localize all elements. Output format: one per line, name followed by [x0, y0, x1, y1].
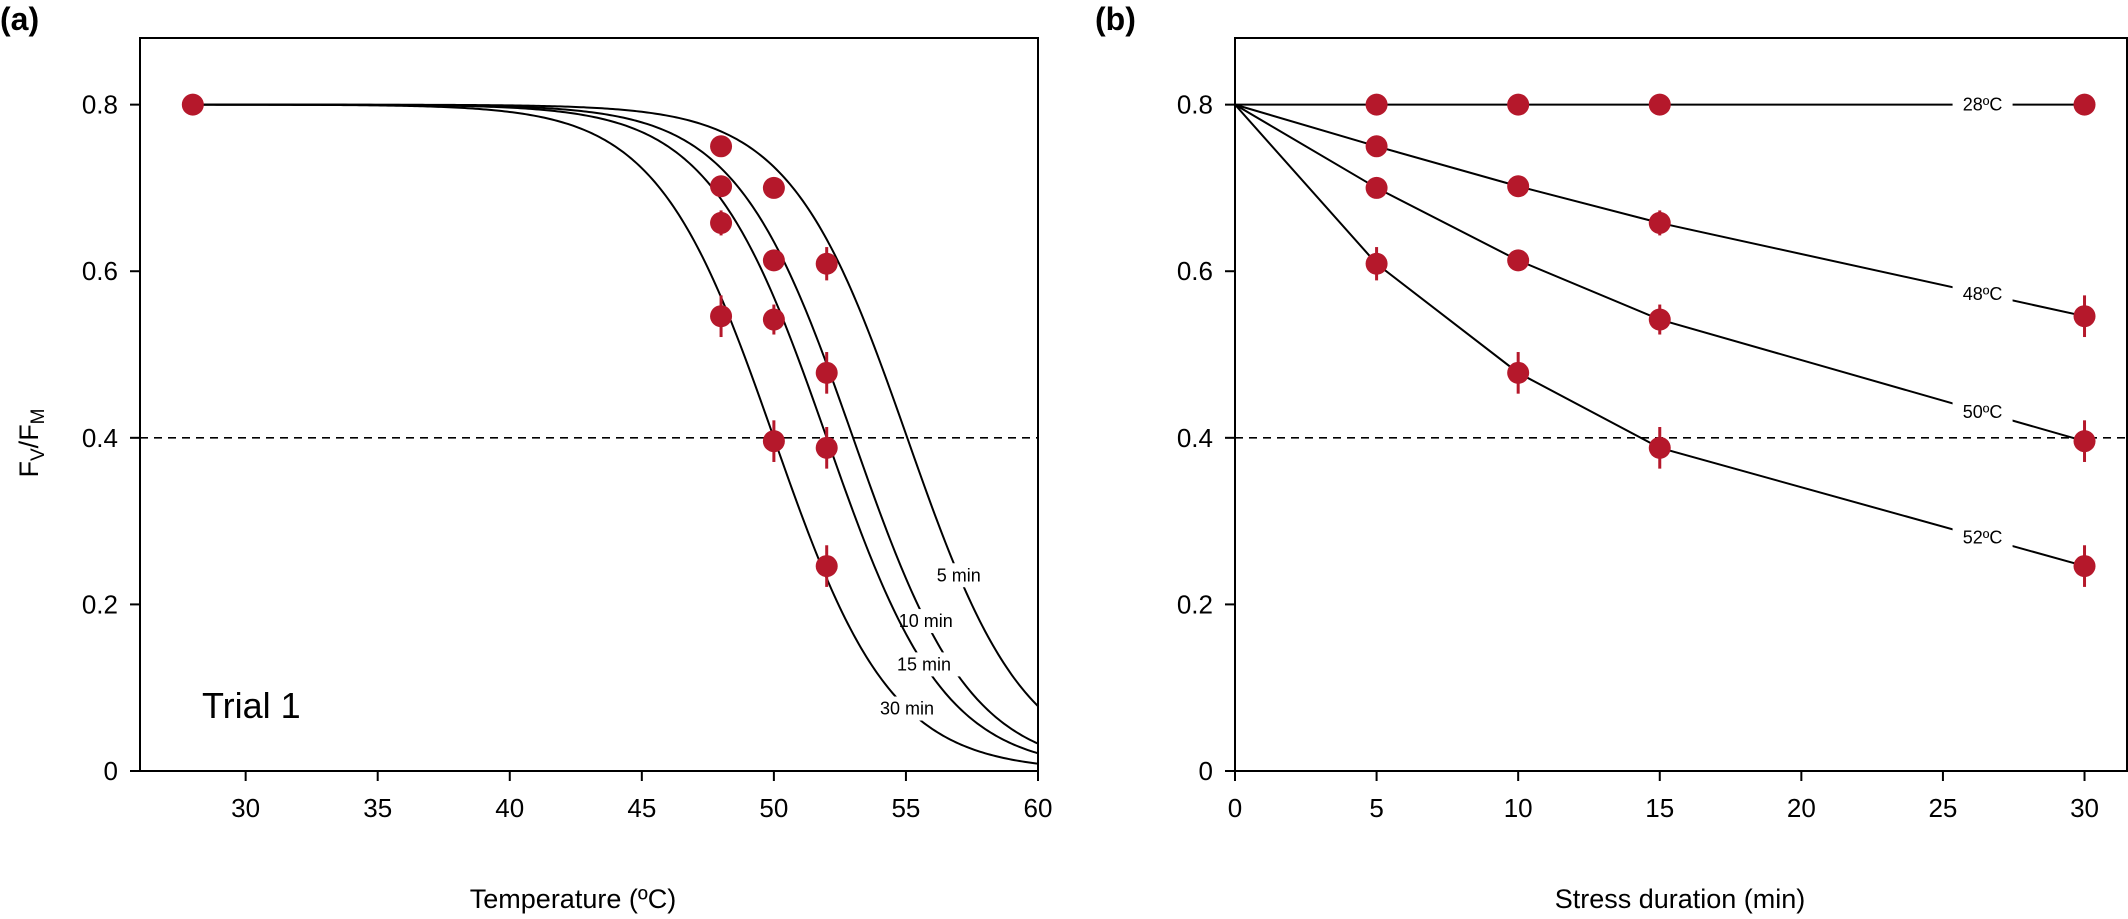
panel-a-x-axis-label: Temperature (ºC)	[470, 884, 676, 914]
panel-a-y-tick-label: 0.2	[82, 589, 118, 619]
panel-a-y-tick-label: 0.6	[82, 256, 118, 286]
panel-b-x-tick-label: 10	[1504, 793, 1533, 823]
panel-b-series-label-bg	[1952, 281, 2013, 306]
panel-a-y-tick-label: 0.4	[82, 423, 118, 453]
panel-b-x-tick-label: 5	[1369, 793, 1383, 823]
panel-b-series-label: 52ºC	[1963, 528, 2003, 548]
panel-a-data-point	[710, 211, 733, 234]
panel-a-data-point	[815, 361, 838, 384]
trial-annotation: Trial 1	[202, 685, 301, 726]
panel-b-data-point	[1507, 361, 1530, 384]
panel-b-data-point	[2073, 555, 2096, 578]
panel-b-data-point	[2073, 305, 2096, 328]
y-axis-label: FV/FM	[14, 408, 49, 477]
y-axis-label-part-slash-f: /F	[14, 424, 44, 448]
panel-a-plot-frame	[139, 37, 1039, 772]
panel-b-data-point	[1365, 252, 1388, 275]
panel-b-series-label: 48ºC	[1963, 284, 2003, 304]
panel-a-curve-label: 5 min	[937, 565, 981, 585]
panel-a-y-tick-label: 0	[104, 756, 118, 786]
panel-a-data-point	[710, 135, 733, 158]
panel-a-curve-label: 10 min	[899, 611, 953, 631]
panel-a-x-tick-label: 50	[759, 793, 788, 823]
panel-a-x-tick-label: 55	[891, 793, 920, 823]
panel-b-x-tick-label: 30	[2070, 793, 2099, 823]
panel-a-y-tick-label: 0.8	[82, 90, 118, 120]
panel-b-series-label: 50ºC	[1963, 402, 2003, 422]
panel-b-y-tick-label: 0	[1199, 756, 1213, 786]
panel-b-y-tick-label: 0.2	[1177, 589, 1213, 619]
panel-b-chart: 0 5 10 15 20 25 30 0 0.2 0.4 0.6 0.8 28ºC 48ºC 50ºC 52º…	[1177, 37, 2128, 823]
y-axis-label-part-f: F	[14, 461, 44, 478]
panel-b-series-line	[1234, 103, 2085, 568]
panel-a-data-point	[181, 93, 204, 116]
panel-b-data-point	[1507, 175, 1530, 198]
panel-b-data-point	[1365, 135, 1388, 158]
panel-b-y-tick-label: 0.8	[1177, 90, 1213, 120]
y-axis-label-part-v: V	[28, 448, 49, 461]
panel-b-series-line	[1234, 103, 2085, 443]
panel-a-x-tick-label: 30	[231, 793, 260, 823]
panel-a-data-point	[762, 430, 785, 453]
panel-a-data-point	[710, 175, 733, 198]
panel-a-curve-label-bg	[884, 652, 965, 677]
panel-b-label: (b)	[1095, 1, 1136, 37]
panel-a-x-tick-label: 60	[1024, 793, 1053, 823]
panel-b-x-tick-label: 25	[1928, 793, 1957, 823]
panel-a-data-point	[762, 308, 785, 331]
panel-b-data-point	[1365, 176, 1388, 199]
panel-a-data-point	[815, 252, 838, 275]
panel-b-data-point	[1648, 436, 1671, 459]
panel-b-data-point	[1648, 93, 1671, 116]
panel-b-data-point	[1365, 93, 1388, 116]
panel-b-series-label-bg	[1952, 525, 2013, 550]
panel-a-x-tick-label: 35	[363, 793, 392, 823]
panel-a-chart: 30 35 40 45 50 55 60 0 0.2 0.4 0.6 0.8 5 min 10 min 15…	[82, 37, 1053, 823]
panel-b-plot-frame	[1234, 37, 2128, 772]
panel-b-x-tick-label: 0	[1228, 793, 1242, 823]
panel-a-data-point	[762, 249, 785, 272]
panel-b-data-point	[1507, 93, 1530, 116]
panel-b-data-point	[1648, 308, 1671, 331]
panel-a-data-point	[762, 176, 785, 199]
panel-a-curve-label: 15 min	[897, 654, 951, 674]
panel-b-x-axis-label: Stress duration (min)	[1555, 884, 1806, 914]
panel-a-x-tick-label: 40	[495, 793, 524, 823]
panel-b-y-tick-label: 0.6	[1177, 256, 1213, 286]
panel-b-y-tick-label: 0.4	[1177, 423, 1213, 453]
panel-a-curve	[192, 103, 1039, 745]
panel-a-curve-label: 30 min	[880, 699, 934, 719]
panel-a-data-point	[710, 305, 733, 328]
y-axis-label-part-m: M	[28, 408, 49, 424]
panel-a-curve-label-bg	[918, 563, 999, 588]
panel-a-x-tick-label: 45	[627, 793, 656, 823]
panel-a-label: (a)	[0, 1, 39, 37]
panel-a-data-point	[815, 555, 838, 578]
panel-b-data-point	[1648, 211, 1671, 234]
panel-b-x-tick-label: 20	[1787, 793, 1816, 823]
panel-b-data-point	[2073, 430, 2096, 453]
panel-b-series-label: 28ºC	[1963, 95, 2003, 115]
panel-b-series-label-bg	[1952, 399, 2013, 424]
panel-a-curve-label-bg	[867, 696, 948, 721]
panel-b-data-point	[2073, 93, 2096, 116]
panel-b-x-tick-label: 15	[1645, 793, 1674, 823]
panel-b-series-label-bg	[1952, 92, 2013, 117]
panel-b-data-point	[1507, 249, 1530, 272]
panel-a-data-point	[815, 436, 838, 459]
